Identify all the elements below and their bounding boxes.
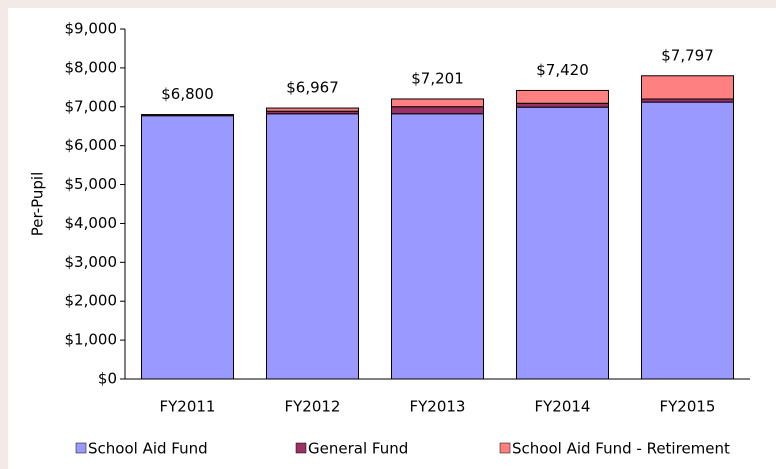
bar-segment — [266, 107, 359, 112]
y-axis-label: Per-Pupil — [29, 172, 47, 237]
legend-swatch — [295, 442, 307, 454]
y-tick-label: $2,000 — [65, 292, 118, 310]
x-tick-label: FY2012 — [285, 398, 341, 416]
bar-segment — [516, 89, 609, 104]
y-tick-label: $0 — [98, 370, 117, 388]
bar-segment — [516, 102, 609, 108]
bar-segment — [391, 98, 484, 108]
total-label: $7,797 — [661, 46, 714, 64]
bar-segment — [516, 106, 609, 380]
y-tick-label: $6,000 — [65, 136, 118, 154]
legend-swatch — [75, 442, 87, 454]
total-label: $7,420 — [536, 61, 589, 79]
total-label: $6,800 — [161, 85, 214, 103]
bar-segment — [391, 106, 484, 115]
bar-segment — [266, 113, 359, 380]
x-tick-label: FY2013 — [410, 398, 466, 416]
y-tick-label: $8,000 — [65, 58, 118, 76]
bar-segment — [141, 115, 234, 380]
bar-segment — [641, 101, 734, 380]
bar-segment — [141, 114, 234, 117]
legend-label: General Fund — [308, 440, 408, 458]
bar-segment — [391, 113, 484, 380]
x-tick-label: FY2014 — [535, 398, 591, 416]
y-tick-label: $7,000 — [65, 97, 118, 115]
y-tick-label: $5,000 — [65, 175, 118, 193]
legend-label: School Aid Fund - Retirement — [512, 440, 730, 458]
x-tick-label: FY2015 — [660, 398, 716, 416]
y-tick-label: $1,000 — [65, 331, 118, 349]
legend-label: School Aid Fund — [88, 440, 208, 458]
y-tick-label: $4,000 — [65, 214, 118, 232]
y-tick-label: $3,000 — [65, 253, 118, 271]
bar-segment — [641, 75, 734, 100]
y-tick-label: $9,000 — [65, 20, 118, 38]
total-label: $6,967 — [286, 79, 339, 97]
legend-swatch — [499, 442, 511, 454]
x-tick-label: FY2011 — [160, 398, 216, 416]
total-label: $7,201 — [411, 69, 464, 87]
